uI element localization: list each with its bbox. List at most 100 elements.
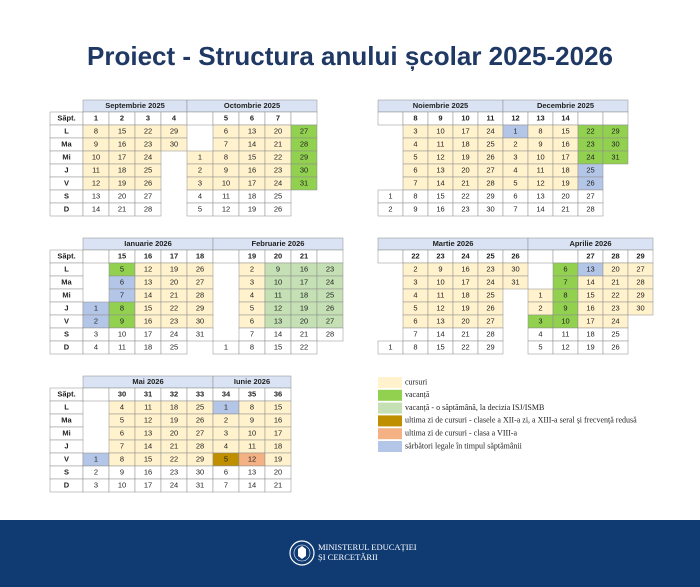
day-number: 5 bbox=[250, 303, 254, 312]
day-number: 8 bbox=[413, 191, 417, 200]
logo-emblem bbox=[298, 546, 306, 559]
day-number: 21 bbox=[170, 290, 178, 299]
day-number: 3 bbox=[224, 428, 228, 437]
day-number: 24 bbox=[586, 152, 594, 161]
day-cell bbox=[602, 150, 629, 165]
day-number: 2 bbox=[198, 165, 202, 174]
day-cell bbox=[290, 176, 318, 191]
day-number: 17 bbox=[300, 277, 308, 286]
day-number: 12 bbox=[92, 178, 100, 187]
day-number: 29 bbox=[170, 126, 178, 135]
week-number: 10 bbox=[461, 113, 469, 122]
day-number: 15 bbox=[118, 126, 126, 135]
day-number: 3 bbox=[513, 152, 517, 161]
day-number: 21 bbox=[118, 204, 126, 213]
day-number: 21 bbox=[461, 329, 469, 338]
day-number: 16 bbox=[586, 303, 594, 312]
day-number: 8 bbox=[120, 303, 124, 312]
week-number: 6 bbox=[250, 113, 254, 122]
day-number: 1 bbox=[94, 303, 98, 312]
day-number: 25 bbox=[144, 165, 152, 174]
day-number: 17 bbox=[561, 152, 569, 161]
day-number: 26 bbox=[196, 415, 204, 424]
row-label: Mi bbox=[62, 428, 70, 437]
week-number: 23 bbox=[436, 251, 444, 260]
day-number: 18 bbox=[118, 165, 126, 174]
day-number: 4 bbox=[413, 139, 417, 148]
day-number: 20 bbox=[274, 126, 282, 135]
month-name: Septembrie 2025 bbox=[105, 101, 165, 110]
day-number: 10 bbox=[274, 277, 282, 286]
day-number: 25 bbox=[486, 290, 494, 299]
day-number: 14 bbox=[436, 329, 444, 338]
day-number: 4 bbox=[224, 441, 228, 450]
day-number: 25 bbox=[486, 139, 494, 148]
day-number: 10 bbox=[222, 178, 230, 187]
day-number: 4 bbox=[198, 191, 202, 200]
day-number: 4 bbox=[538, 329, 542, 338]
day-number: 17 bbox=[461, 126, 469, 135]
day-number: 4 bbox=[250, 290, 254, 299]
day-number: 1 bbox=[224, 402, 228, 411]
day-number: 12 bbox=[536, 178, 544, 187]
day-number: 30 bbox=[511, 264, 519, 273]
day-number: 28 bbox=[196, 290, 204, 299]
legend-swatch bbox=[378, 415, 402, 427]
day-number: 19 bbox=[248, 204, 256, 213]
day-number: 28 bbox=[586, 204, 594, 213]
day-number: 13 bbox=[92, 191, 100, 200]
day-number: 18 bbox=[461, 139, 469, 148]
day-number: 11 bbox=[274, 290, 282, 299]
day-number: 22 bbox=[461, 342, 469, 351]
day-number: 1 bbox=[538, 290, 542, 299]
row-label: Mi bbox=[62, 290, 70, 299]
row-label: V bbox=[64, 454, 69, 463]
day-number: 3 bbox=[250, 277, 254, 286]
day-number: 24 bbox=[326, 277, 334, 286]
legend-label: cursuri bbox=[405, 377, 428, 386]
day-number: 3 bbox=[94, 480, 98, 489]
legend-label: sărbători legale în timpul săptămânii bbox=[405, 441, 523, 450]
day-number: 30 bbox=[486, 204, 494, 213]
day-number: 12 bbox=[248, 454, 256, 463]
row-label: D bbox=[64, 480, 70, 489]
week-cell bbox=[552, 249, 579, 264]
day-number: 22 bbox=[170, 454, 178, 463]
day-number: 29 bbox=[636, 290, 644, 299]
week-number: 33 bbox=[196, 389, 204, 398]
day-number: 26 bbox=[486, 152, 494, 161]
week-number: 4 bbox=[172, 113, 177, 122]
day-number: 23 bbox=[461, 204, 469, 213]
week-number: 7 bbox=[276, 113, 280, 122]
day-number: 8 bbox=[94, 126, 98, 135]
day-number: 28 bbox=[300, 139, 308, 148]
day-cell bbox=[160, 340, 188, 355]
day-number: 7 bbox=[224, 139, 228, 148]
day-number: 13 bbox=[536, 191, 544, 200]
day-number: 10 bbox=[436, 277, 444, 286]
day-number: 14 bbox=[144, 441, 152, 450]
day-number: 10 bbox=[92, 152, 100, 161]
day-number: 27 bbox=[196, 277, 204, 286]
day-number: 26 bbox=[586, 178, 594, 187]
day-number: 24 bbox=[170, 329, 178, 338]
day-number: 23 bbox=[144, 139, 152, 148]
day-number: 26 bbox=[326, 303, 334, 312]
day-number: 21 bbox=[274, 139, 282, 148]
day-number: 13 bbox=[144, 428, 152, 437]
month-name: Ianuarie 2026 bbox=[124, 239, 172, 248]
day-number: 29 bbox=[611, 126, 619, 135]
day-number: 23 bbox=[170, 467, 178, 476]
footer-line2: ȘI CERCETĂRII bbox=[318, 552, 378, 562]
day-number: 24 bbox=[170, 480, 178, 489]
day-number: 9 bbox=[120, 467, 124, 476]
day-number: 12 bbox=[561, 342, 569, 351]
week-label: Săpt. bbox=[57, 389, 75, 398]
week-number: 17 bbox=[170, 251, 178, 260]
day-number: 6 bbox=[513, 191, 517, 200]
week-number: 19 bbox=[248, 251, 256, 260]
day-number: 9 bbox=[438, 264, 442, 273]
month-name: Aprilie 2026 bbox=[569, 239, 611, 248]
